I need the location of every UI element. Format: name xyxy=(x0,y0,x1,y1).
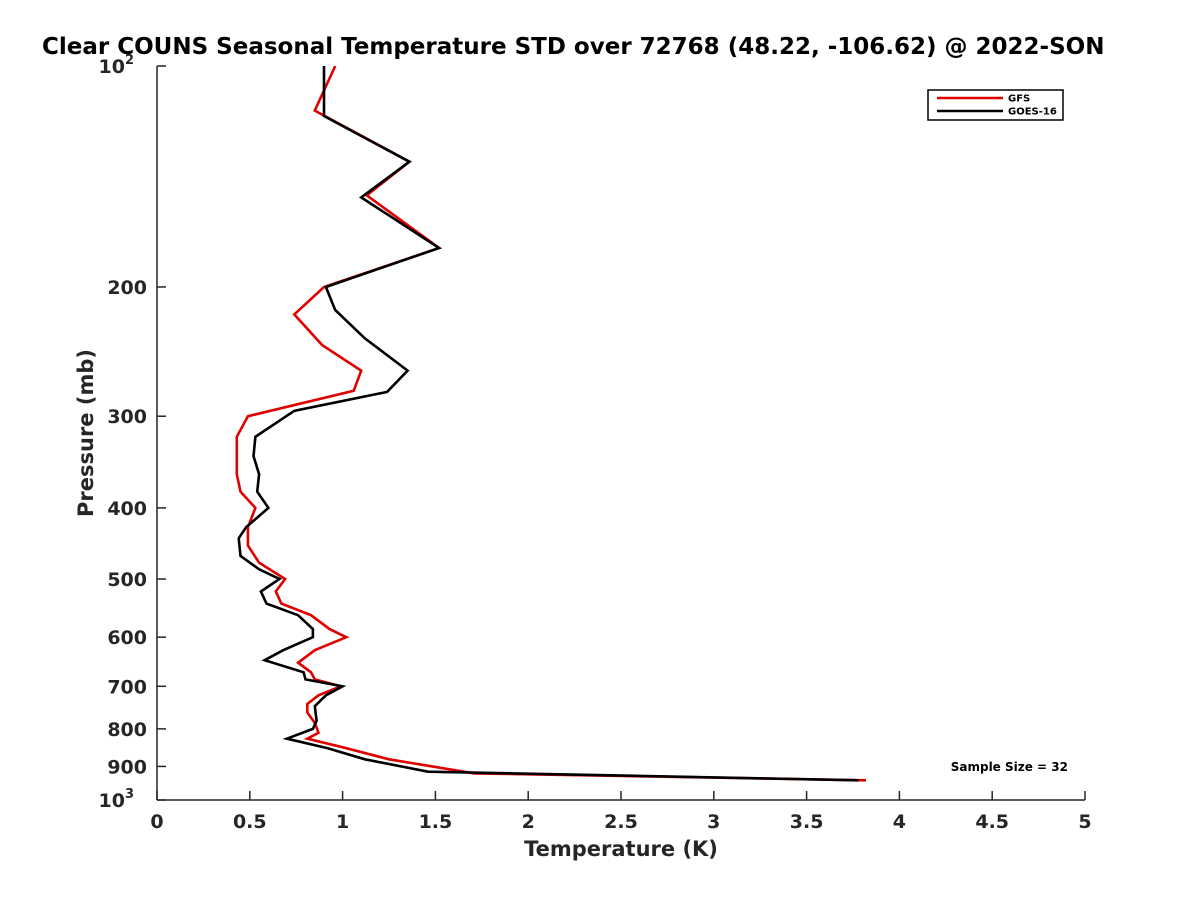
legend-label: GOES-16 xyxy=(1008,107,1057,118)
x-tick-label: 4 xyxy=(893,811,906,833)
y-axis-label: Pressure (mb) xyxy=(74,349,98,517)
y-tick-label: 600 xyxy=(107,627,147,649)
sample-size-annotation: Sample Size = 32 xyxy=(951,760,1068,774)
x-tick-label: 4.5 xyxy=(975,811,1009,833)
y-tick-label: 400 xyxy=(107,498,147,520)
y-tick-label: 800 xyxy=(107,719,147,741)
x-tick-label: 0.5 xyxy=(233,811,267,833)
y-tick-base: 10 xyxy=(99,56,125,78)
y-tick-base: 10 xyxy=(99,790,125,812)
y-tick-label: 900 xyxy=(107,756,147,778)
x-tick-label: 5 xyxy=(1078,811,1091,833)
x-tick-label: 1 xyxy=(336,811,349,833)
y-tick-label: 200 xyxy=(107,277,147,299)
x-tick-label: 3 xyxy=(707,811,720,833)
data-lines xyxy=(235,65,867,782)
x-tick-label: 0 xyxy=(150,811,163,833)
y-tick-label: 103 xyxy=(99,787,135,812)
series-line-goes-16 xyxy=(237,66,859,782)
y-tick-exponent: 3 xyxy=(125,787,134,802)
x-tick-label: 2.5 xyxy=(604,811,638,833)
legend-label: GFS xyxy=(1008,94,1030,105)
y-tick-label: 700 xyxy=(107,676,147,698)
x-tick-label: 2 xyxy=(522,811,535,833)
legend: GFS GOES-16 xyxy=(927,89,1064,121)
y-tick-label: 500 xyxy=(107,569,147,591)
chart-title: Clear COUNS Seasonal Temperature STD ove… xyxy=(42,34,1104,60)
x-axis-label: Temperature (K) xyxy=(524,837,718,861)
y-tick-label: 102 xyxy=(99,53,135,78)
y-tick-label: 300 xyxy=(107,406,147,428)
series-line-gfs xyxy=(235,65,867,782)
y-tick-exponent: 2 xyxy=(125,53,134,68)
x-tick-label: 3.5 xyxy=(790,811,824,833)
axes: 0 0.5 1 1.5 2 2.5 3 3.5 4 4.5 51022003004005006007… xyxy=(99,53,1092,833)
legend-box xyxy=(927,89,1064,121)
x-tick-label: 1.5 xyxy=(419,811,453,833)
